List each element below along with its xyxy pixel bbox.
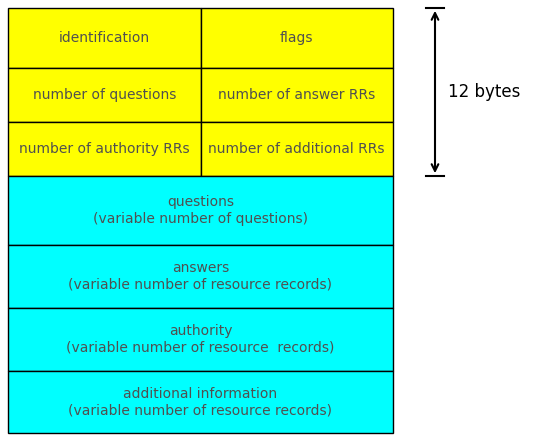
- Text: number of authority RRs: number of authority RRs: [19, 142, 190, 156]
- Text: 12 bytes: 12 bytes: [448, 83, 520, 101]
- Text: questions
(variable number of questions): questions (variable number of questions): [93, 195, 308, 226]
- Bar: [8, 308, 393, 371]
- Text: authority
(variable number of resource  records): authority (variable number of resource r…: [66, 325, 334, 355]
- Bar: [8, 122, 200, 176]
- Text: number of additional RRs: number of additional RRs: [209, 142, 385, 156]
- Text: number of answer RRs: number of answer RRs: [218, 88, 375, 102]
- Bar: [8, 8, 200, 68]
- Bar: [8, 245, 393, 308]
- Text: identification: identification: [59, 31, 150, 45]
- Bar: [200, 122, 393, 176]
- Bar: [8, 176, 393, 245]
- Bar: [8, 68, 200, 122]
- Text: number of questions: number of questions: [33, 88, 176, 102]
- Text: answers
(variable number of resource records): answers (variable number of resource rec…: [68, 262, 332, 292]
- Text: flags: flags: [280, 31, 313, 45]
- Bar: [200, 68, 393, 122]
- Bar: [200, 8, 393, 68]
- Bar: [8, 371, 393, 433]
- Text: additional information
(variable number of resource records): additional information (variable number …: [68, 387, 332, 417]
